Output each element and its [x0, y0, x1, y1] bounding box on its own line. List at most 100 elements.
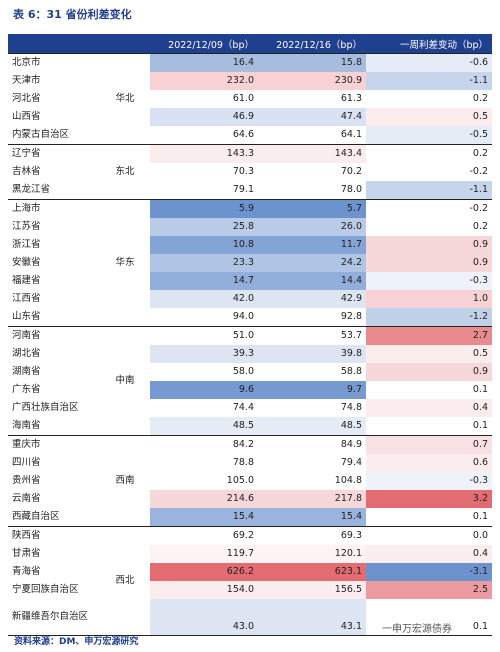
- spread-1209-cell: 84.2: [150, 435, 258, 454]
- watermark: 一申万宏源债券: [382, 624, 452, 635]
- province-cell: 内蒙古自治区: [12, 129, 70, 140]
- spread-1216-cell: 53.7: [258, 326, 366, 345]
- table-row: 陕西省 西北 69.2 69.3 0.0: [8, 526, 492, 636]
- spread-1209-cell: 232.0: [150, 72, 258, 90]
- spread-1216-cell: 26.0: [258, 218, 366, 236]
- spread-1209-cell: 119.7: [150, 545, 258, 563]
- table-row: 浙江省 10.8 11.7 0.9: [8, 236, 492, 254]
- table-row: 安徽省 23.3 24.2 0.9: [8, 254, 492, 272]
- spread-1209-cell: 14.7: [150, 272, 258, 290]
- table-row: 湖南省 58.0 58.8 0.9: [8, 363, 492, 381]
- spread-1209-cell: 51.0: [150, 326, 258, 345]
- source-note: 资料来源：DM、申万宏源研究: [14, 637, 139, 647]
- spread-1216-cell: 70.2: [258, 163, 366, 181]
- province-cell: 山西省: [12, 111, 41, 122]
- spread-1209-cell: 105.0: [150, 472, 258, 490]
- table-row: 重庆市 西南 84.2 84.9 0.7: [8, 435, 492, 527]
- spread-1216-cell: 104.8: [258, 472, 366, 490]
- province-cell: 贵州省: [12, 475, 41, 486]
- spread-1216-cell: 69.3: [258, 526, 366, 545]
- region-cell: 西南: [100, 435, 150, 527]
- weekly-change-cell: -0.5: [366, 126, 492, 145]
- province-cell: 福建省: [12, 275, 41, 286]
- weekly-change-cell: -0.3: [366, 272, 492, 290]
- weekly-change-cell: 0.9: [366, 254, 492, 272]
- spread-1209-cell: 16.4: [150, 53, 258, 72]
- spread-1209-cell: 74.4: [150, 399, 258, 417]
- spread-1216-cell: 15.8: [258, 53, 366, 72]
- province-cell: 上海市: [8, 199, 100, 218]
- table-row: 宁夏回族自治区 154.0 156.5 2.5: [8, 581, 492, 599]
- weekly-change-cell: 0.2: [366, 90, 492, 108]
- table-row: 江西省 42.0 42.9 1.0: [8, 290, 492, 308]
- spread-1216-cell: 9.7: [258, 381, 366, 399]
- weekly-change-cell: -1.1: [366, 72, 492, 90]
- table-row: 黑龙江省 79.1 78.0 -1.1: [8, 181, 492, 200]
- header-region: [100, 34, 150, 54]
- spread-1209-cell: 70.3: [150, 163, 258, 181]
- province-cell: 湖南省: [12, 366, 41, 377]
- province-cell: 西藏自治区: [12, 511, 60, 522]
- spread-1216-cell: 11.7: [258, 236, 366, 254]
- weekly-change-cell: 0.1: [366, 599, 492, 636]
- table-row: 甘肃省 119.7 120.1 0.4: [8, 545, 492, 563]
- province-cell: 新疆维吾尔自治区: [12, 611, 89, 622]
- spread-1209-cell: 42.0: [150, 290, 258, 308]
- spread-1216-cell: 92.8: [258, 308, 366, 327]
- weekly-change-cell: 0.2: [366, 144, 492, 163]
- table-row: 湖北省 39.3 39.8 0.5: [8, 345, 492, 363]
- table-row: 上海市 华东 5.9 5.7 -0.2: [8, 199, 492, 327]
- province-cell: 天津市: [12, 75, 41, 86]
- spread-1209-cell: 58.0: [150, 363, 258, 381]
- spread-1209-cell: 10.8: [150, 236, 258, 254]
- weekly-change-cell: 0.7: [366, 435, 492, 454]
- region-cell: 华东: [100, 199, 150, 327]
- spread-1216-cell: 61.3: [258, 90, 366, 108]
- weekly-change-cell: 0.9: [366, 363, 492, 381]
- spread-1209-cell: 23.3: [150, 254, 258, 272]
- weekly-change-cell: -0.3: [366, 472, 492, 490]
- table-row: 福建省 14.7 14.4 -0.3: [8, 272, 492, 290]
- weekly-change-cell: 2.7: [366, 326, 492, 345]
- table-row: 山西省 46.9 47.4 0.5: [8, 108, 492, 126]
- header-date-2: 2022/12/16（bp）: [258, 34, 366, 54]
- region-cell: 西北: [100, 526, 150, 636]
- weekly-change-cell: 0.6: [366, 454, 492, 472]
- spread-1216-cell: 15.4: [258, 508, 366, 527]
- province-cell: 浙江省: [12, 239, 41, 250]
- weekly-change-cell: 3.2: [366, 490, 492, 508]
- table-row: 河北省 61.0 61.3 0.2: [8, 90, 492, 108]
- province-cell: 辽宁省: [8, 144, 100, 163]
- table-row: 西藏自治区 15.4 15.4 0.1: [8, 508, 492, 527]
- table-row: 海南省 48.5 48.5 0.1: [8, 417, 492, 436]
- table-row: 内蒙古自治区 64.6 64.1 -0.5: [8, 126, 492, 145]
- spread-1216-cell: 58.8: [258, 363, 366, 381]
- province-cell: 河南省: [8, 326, 100, 345]
- weekly-change-cell: 0.1: [366, 417, 492, 436]
- table-title: 表 6：31 省份利差变化: [13, 8, 132, 21]
- spread-1216-cell: 42.9: [258, 290, 366, 308]
- province-cell: 重庆市: [8, 435, 100, 454]
- spread-1209-cell: 214.6: [150, 490, 258, 508]
- weekly-change-cell: 0.2: [366, 218, 492, 236]
- table-row: 吉林省 70.3 70.2 -0.2: [8, 163, 492, 181]
- province-cell: 陕西省: [8, 526, 100, 545]
- spread-1209-cell: 69.2: [150, 526, 258, 545]
- header-date-1: 2022/12/09（bp）: [150, 34, 258, 54]
- table-row: 云南省 214.6 217.8 3.2: [8, 490, 492, 508]
- weekly-change-cell: -0.6: [366, 53, 492, 72]
- weekly-change-cell: -3.1: [366, 563, 492, 581]
- spread-1216-cell: 39.8: [258, 345, 366, 363]
- spread-1216-cell: 623.1: [258, 563, 366, 581]
- spread-1209-cell: 39.3: [150, 345, 258, 363]
- weekly-change-cell: 0.1: [366, 381, 492, 399]
- table-row: 广西壮族自治区 74.4 74.8 0.4: [8, 399, 492, 417]
- province-cell: 四川省: [12, 457, 41, 468]
- weekly-change-cell: 0.5: [366, 108, 492, 126]
- spread-1216-cell: 47.4: [258, 108, 366, 126]
- table-row: 四川省 78.8 79.4 0.6: [8, 454, 492, 472]
- spread-1209-cell: 154.0: [150, 581, 258, 599]
- spread-1209-cell: 46.9: [150, 108, 258, 126]
- table-row: 山东省 94.0 92.8 -1.2: [8, 308, 492, 327]
- header-row: 2022/12/09（bp） 2022/12/16（bp） 一周利差变动（bp）: [8, 34, 492, 54]
